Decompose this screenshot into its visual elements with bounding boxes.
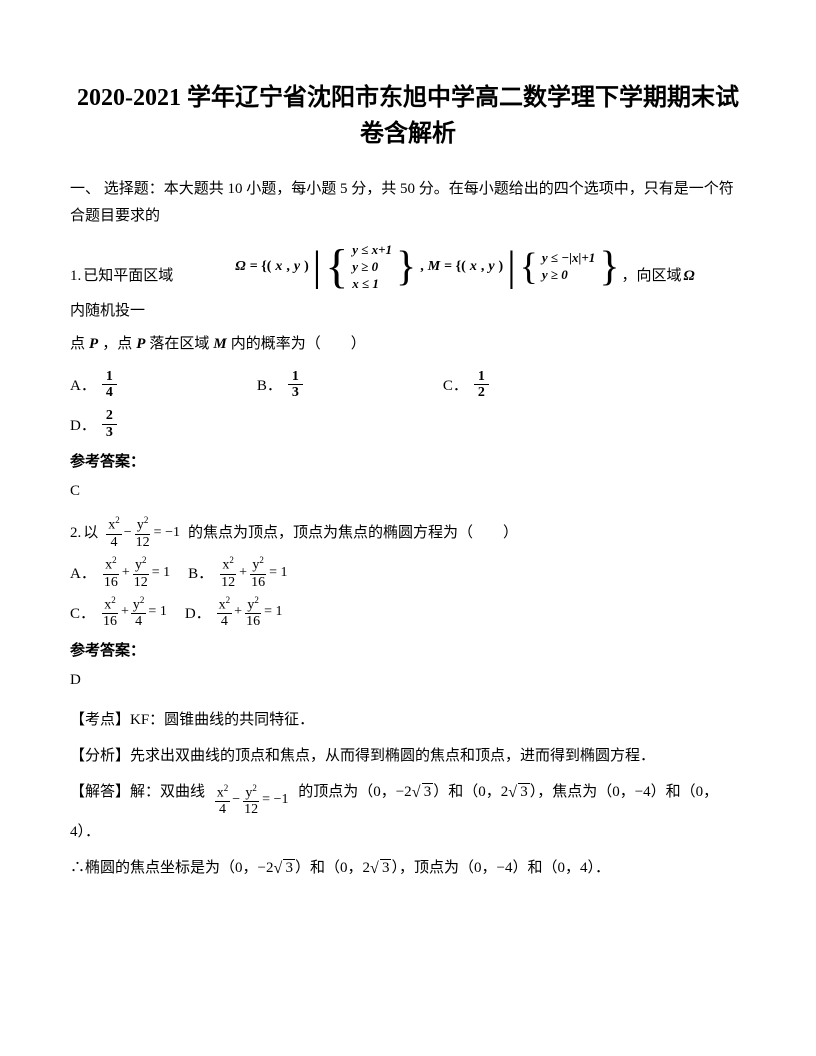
q2-answer-label: 参考答案： [70, 639, 746, 660]
q1-omega-set: Ω = {(x, y) | { y ≤ x+1 y ≥ 0 x ≤ 1 } , … [235, 242, 619, 293]
q1-option-a: A． 14 [70, 369, 117, 401]
q2-option-c: C． x216 + y24 = 1 [70, 596, 167, 630]
q1-text-before: 已知平面区域 [83, 260, 173, 293]
q2-hyperbola-eq: x24 − y212 = −1 [106, 516, 180, 550]
q1-text-after1: ，向区域 [621, 260, 681, 293]
q2-options-cd: C． x216 + y24 = 1 D． x24 + y216 = 1 [70, 596, 746, 630]
q1-options-abc: A． 14 B． 13 C． 12 [70, 369, 746, 401]
q2-analysis-3: 【解答】解：双曲线 x24 − y212 = −1 的顶点为（0，−23）和（0… [70, 777, 746, 847]
q2-options-ab: A． x216 + y212 = 1 B． x212 + y216 = 1 [70, 556, 746, 590]
q2-analysis-4: ∴椭圆的焦点坐标是为（0，−23）和（0，23），顶点为（0，−4）和（0，4）… [70, 853, 746, 883]
question-1: 1. 已知平面区域 Ω = {(x, y) | { y ≤ x+1 y ≥ 0 … [70, 242, 746, 361]
q1-option-b: B． 13 [257, 369, 303, 401]
question-2: 2. 以 x24 − y212 = −1 的焦点为顶点，顶点为焦点的椭圆方程为（… [70, 516, 746, 550]
q1-line1: 1. 已知平面区域 Ω = {(x, y) | { y ≤ x+1 y ≥ 0 … [70, 242, 746, 328]
q1-option-d: D． 23 [70, 408, 746, 440]
q1-text-after2: 内随机投一 [70, 295, 145, 328]
q2-line1: 2. 以 x24 − y212 = −1 的焦点为顶点，顶点为焦点的椭圆方程为（… [70, 516, 746, 550]
page-title: 2020-2021 学年辽宁省沈阳市东旭中学高二数学理下学期期末试卷含解析 [70, 80, 746, 152]
q1-answer-label: 参考答案： [70, 450, 746, 471]
q2-option-b: B． x212 + y216 = 1 [188, 556, 287, 590]
q1-line2: 点 P ，点 P 落在区域 M 内的概率为（ ） [70, 328, 746, 361]
q2-analysis-1: 【考点】KF：圆锥曲线的共同特征． [70, 705, 746, 735]
q1-num: 1. [70, 260, 81, 293]
q2-option-d: D． x24 + y216 = 1 [185, 596, 283, 630]
section-header: 一、 选择题：本大题共 10 小题，每小题 5 分，共 50 分。在每小题给出的… [70, 176, 746, 230]
q1-option-c: C． 12 [443, 369, 489, 401]
q2-answer: D [70, 672, 746, 689]
q2-option-a: A． x216 + y212 = 1 [70, 556, 170, 590]
q1-answer: C [70, 483, 746, 500]
q1-omega-var: Ω [684, 260, 695, 293]
q2-analysis-2: 【分析】先求出双曲线的顶点和焦点，从而得到椭圆的焦点和顶点，进而得到椭圆方程． [70, 741, 746, 771]
